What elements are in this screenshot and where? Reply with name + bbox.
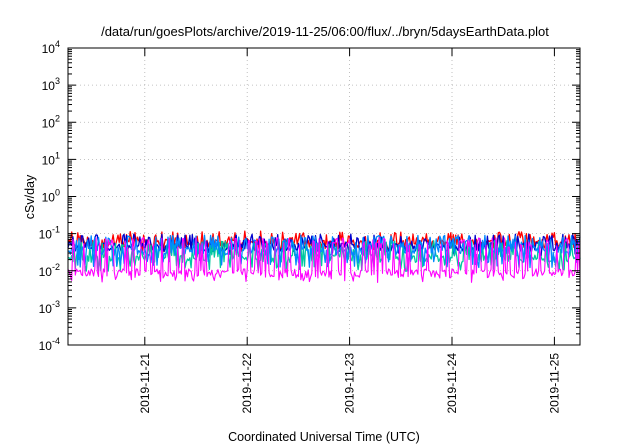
x-tick-label: 2019-11-25: [547, 353, 561, 414]
x-tick-label: 2019-11-24: [445, 353, 459, 414]
y-tick-label: 10-1: [39, 225, 60, 242]
y-axis: 10-4 10-3 10-2 10-1 100 101 102 103 104: [39, 39, 580, 353]
y-tick-label: 102: [42, 113, 60, 130]
grid: [68, 48, 580, 345]
series-group: [67, 230, 581, 284]
y-tick-label: 101: [42, 150, 60, 167]
y-tick-label: 10-4: [39, 336, 60, 353]
x-tick-label: 2019-11-23: [343, 353, 357, 414]
y-tick-label: 100: [42, 188, 60, 205]
chart-title: /data/run/goesPlots/archive/2019-11-25/0…: [101, 24, 549, 39]
series-line-4: [67, 234, 581, 269]
x-axis: 2019-11-21 2019-11-22 2019-11-23 2019-11-24…: [138, 48, 561, 414]
x-axis-label: Coordinated Universal Time (UTC): [228, 430, 420, 444]
y-tick-label: 104: [42, 39, 60, 56]
x-tick-label: 2019-11-22: [240, 353, 254, 414]
y-axis-label: cSv/day: [23, 174, 37, 219]
y-tick-label: 10-2: [39, 262, 60, 279]
y-tick-label: 103: [42, 76, 60, 93]
y-tick-label: 10-3: [39, 299, 60, 316]
series-line-5: [67, 237, 581, 284]
x-tick-label: 2019-11-21: [138, 353, 152, 414]
